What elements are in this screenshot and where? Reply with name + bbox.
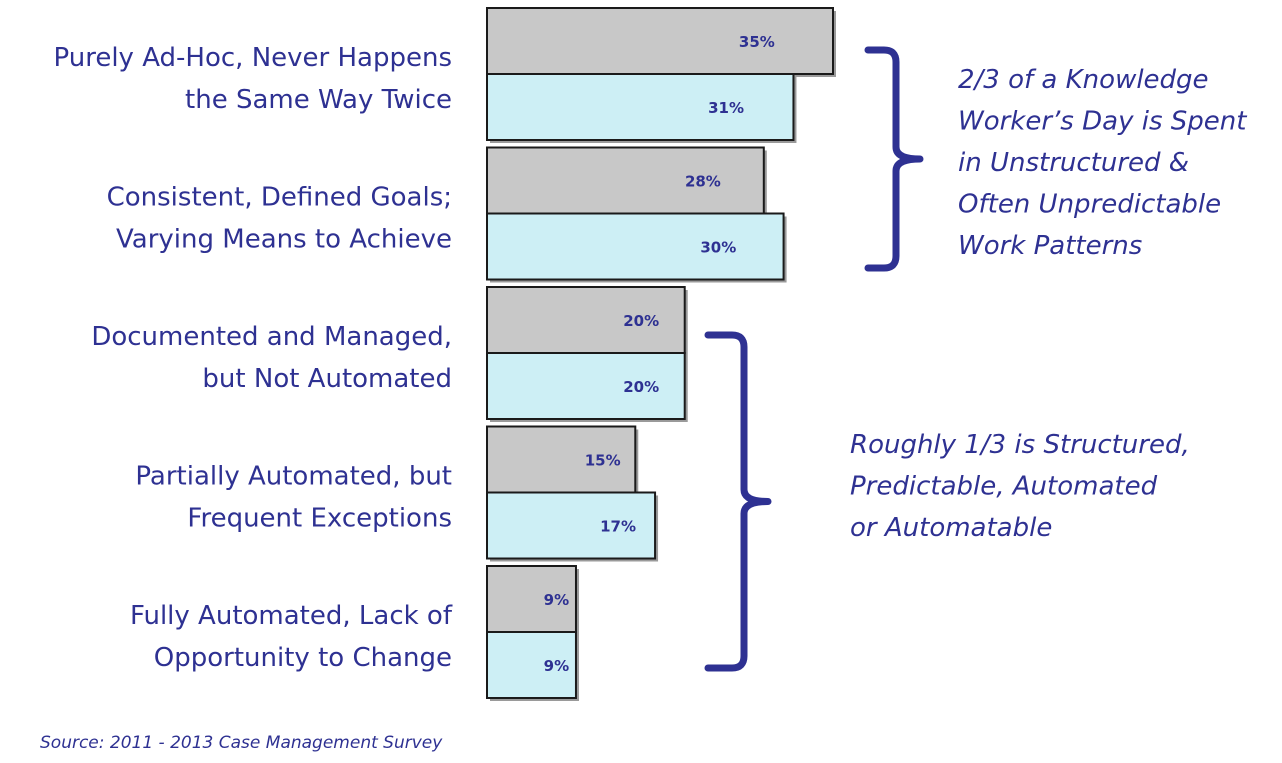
group-annotation: 2/3 of a Knowledge Worker’s Day is Spent i… [958, 65, 1247, 261]
bar [486, 73, 795, 141]
bar-value-label: 15% [585, 452, 621, 470]
annotation-brackets: 2/3 of a Knowledge Worker’s Day is Spent i… [704, 46, 1247, 672]
bar [486, 352, 686, 420]
category-label-line: Opportunity to Change [154, 643, 452, 673]
bar [486, 491, 657, 560]
group-annotation-line: in Unstructured & [958, 148, 1189, 178]
group-annotation-line: Work Patterns [958, 231, 1142, 261]
bar [486, 425, 637, 494]
category-label-line: but Not Automated [202, 364, 452, 394]
bars-layer: 35% 31% 28% 30% 20% 20% 15% 17% 9% 9% [486, 7, 836, 701]
category-label-line: Varying Means to Achieve [116, 225, 452, 255]
bar-value-label: 35% [739, 33, 775, 51]
bar [486, 212, 785, 281]
bar [486, 631, 577, 699]
bar [486, 7, 834, 75]
group-annotation: Roughly 1/3 is Structured, Predictable, A… [850, 430, 1190, 543]
group-annotation-line: Predictable, Automated [850, 472, 1158, 502]
category-label: Fully Automated, Lack of Opportunity to C… [130, 601, 453, 673]
category-label-line: Documented and Managed, [91, 322, 452, 352]
bar-value-label: 17% [600, 518, 636, 536]
bar [486, 565, 577, 633]
bar [486, 146, 765, 215]
bar-value-label: 30% [700, 239, 736, 257]
category-label: Documented and Managed, but Not Automated [91, 322, 452, 394]
category-labels: Purely Ad-Hoc, Never Happens the Same Way… [54, 43, 453, 673]
category-label: Consistent, Defined Goals; Varying Means … [107, 183, 452, 255]
bar-value-label: 31% [708, 99, 744, 117]
bar-value-label: 9% [544, 591, 569, 609]
category-label: Partially Automated, but Frequent Excepti… [135, 462, 452, 534]
category-label-line: Partially Automated, but [135, 462, 452, 492]
source-note: Source: 2011 - 2013 Case Management Surv… [40, 733, 443, 753]
category-label: Purely Ad-Hoc, Never Happens the Same Way… [54, 43, 452, 115]
bar-value-label: 20% [623, 378, 659, 396]
group-annotation-line: 2/3 of a Knowledge [958, 65, 1209, 95]
group-annotation-line: or Automatable [850, 513, 1052, 543]
category-label-line: Consistent, Defined Goals; [107, 183, 452, 213]
bar-value-label: 9% [544, 657, 569, 675]
bar-value-label: 20% [623, 312, 659, 330]
group-bracket [864, 46, 924, 272]
category-label-line: the Same Way Twice [185, 85, 452, 115]
group-annotation-line: Worker’s Day is Spent [958, 107, 1247, 137]
bar [486, 286, 686, 354]
group-bracket [704, 331, 772, 672]
bar-value-label: 28% [685, 173, 721, 191]
category-label-line: Fully Automated, Lack of [130, 601, 453, 631]
group-annotation-line: Often Unpredictable [958, 190, 1221, 220]
category-label-line: Purely Ad-Hoc, Never Happens [54, 43, 452, 73]
group-annotation-line: Roughly 1/3 is Structured, [850, 430, 1190, 460]
category-label-line: Frequent Exceptions [187, 504, 452, 534]
